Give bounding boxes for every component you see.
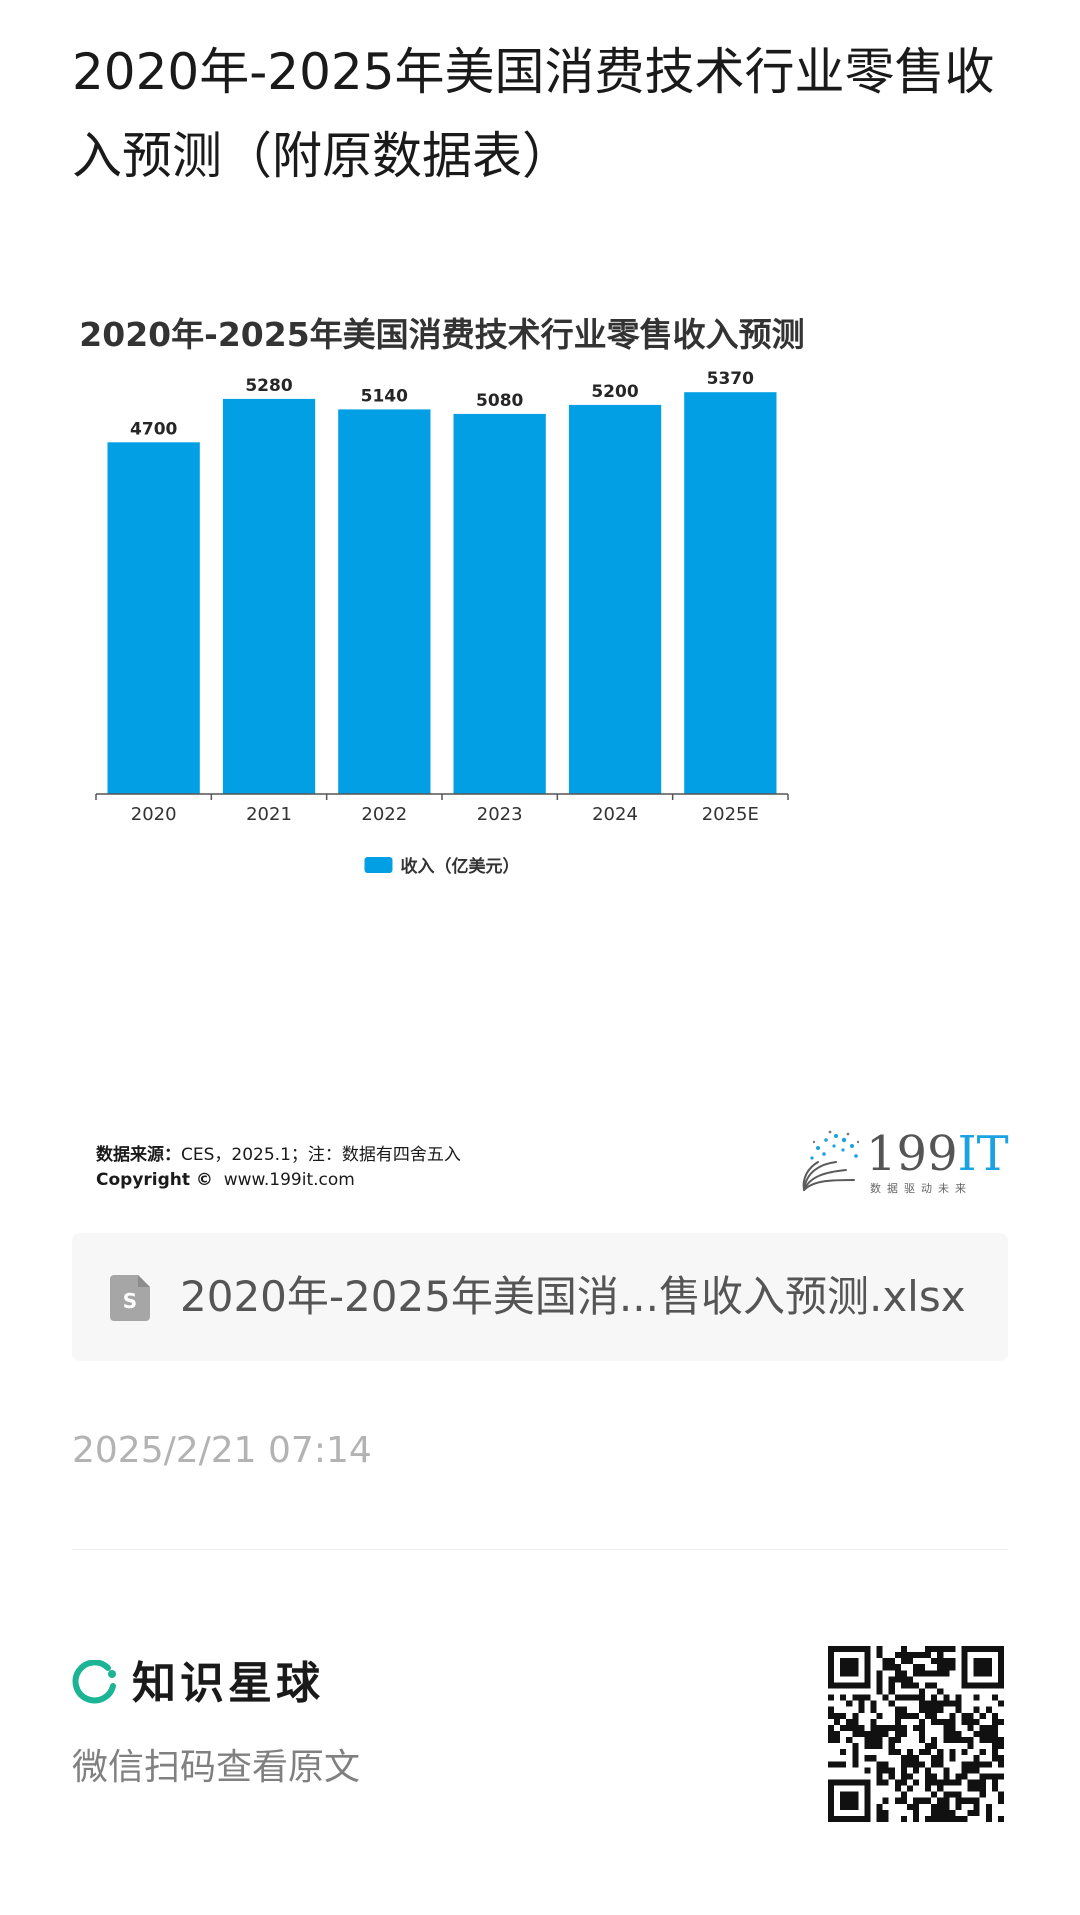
- bars-layer: 4700 5280 5140 5080 5200 5370: [107, 369, 777, 794]
- ring-logo-icon: [72, 1660, 116, 1704]
- qr-code-icon[interactable]: [828, 1646, 1004, 1822]
- bar-2024: [568, 404, 662, 794]
- legend-label: 收入（亿美元）: [401, 856, 520, 877]
- copyright: Copyright © www.199it.com: [96, 1170, 355, 1190]
- bar-2021: [222, 398, 316, 794]
- post-title: 2020年-2025年美国消费技术行业零售收入预测（附原数据表）: [72, 43, 995, 185]
- logo-wordmark: 199IT: [866, 1128, 1009, 1180]
- chart-title: 2020年-2025年美国消费技术行业零售收入预测: [79, 315, 804, 354]
- value-label-2024: 5200: [591, 382, 638, 402]
- x-tick-2023: 2023: [477, 804, 523, 825]
- attachment-card[interactable]: S 2020年-2025年美国消...售收入预测.xlsx: [72, 1233, 1008, 1361]
- data-source-label: 数据来源：: [96, 1145, 181, 1165]
- x-tick-2021: 2021: [246, 804, 292, 825]
- x-tick-2020: 2020: [131, 804, 177, 825]
- spreadsheet-file-icon: S: [110, 1275, 150, 1321]
- copyright-url: www.199it.com: [223, 1170, 355, 1190]
- value-label-2021: 5280: [245, 376, 292, 396]
- logo-tagline: 数据驱动未来: [870, 1182, 972, 1195]
- brand-name: 知识星球: [132, 1658, 324, 1709]
- scan-hint: 微信扫码查看原文: [72, 1747, 361, 1788]
- copyright-label: Copyright ©: [96, 1170, 213, 1190]
- bar-2023: [453, 413, 546, 794]
- x-tick-2025E: 2025E: [702, 804, 759, 825]
- bar-chart: 2020年-2025年美国消费技术行业零售收入预测 4700 5280 5140 50…: [79, 315, 804, 877]
- x-tick-2024: 2024: [592, 804, 638, 825]
- x-tick-2022: 2022: [361, 804, 407, 825]
- data-source-text: CES，2025.1；注：数据有四舍五入: [181, 1145, 461, 1165]
- data-source: 数据来源：CES，2025.1；注：数据有四舍五入: [96, 1140, 461, 1165]
- dandelion-logo-icon: [802, 1130, 860, 1191]
- value-label-2022: 5140: [361, 386, 408, 406]
- bar-2020: [107, 442, 200, 794]
- 199it-logo: 199IT 数据驱动未来: [796, 1128, 1009, 1195]
- chart-card: 2020年-2025年美国消费技术行业零售收入预测 4700 5280 5140 50…: [72, 240, 1009, 1206]
- x-ticks-layer: 2020 2021 2022 2023 2024 2025E: [95, 794, 789, 825]
- value-label-2020: 4700: [130, 419, 177, 439]
- bar-2025E: [684, 392, 777, 794]
- logo-it: IT: [957, 1126, 1009, 1182]
- post-timestamp: 2025/2/21 07:14: [72, 1430, 372, 1471]
- bar-2022: [338, 409, 431, 794]
- legend-swatch: [364, 857, 393, 873]
- logo-nums: 199: [866, 1126, 958, 1182]
- legend: 收入（亿美元）: [364, 856, 520, 877]
- attachment-file-name[interactable]: 2020年-2025年美国消...售收入预测.xlsx: [180, 1272, 966, 1321]
- divider: [72, 1549, 1008, 1550]
- value-label-2023: 5080: [476, 391, 523, 411]
- value-label-2025E: 5370: [707, 369, 754, 389]
- file-icon-letter: S: [123, 1289, 137, 1313]
